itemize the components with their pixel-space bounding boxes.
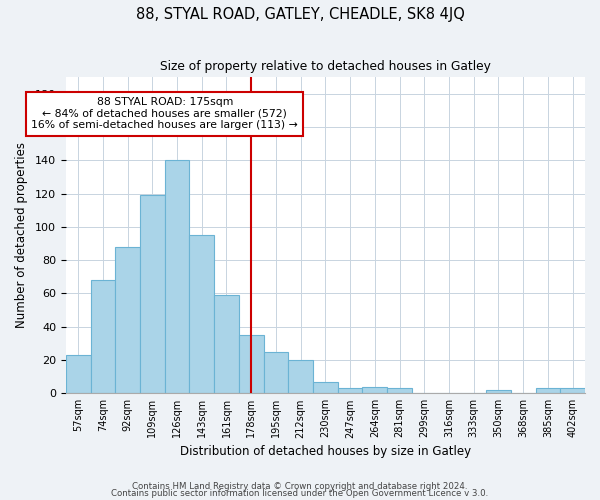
- Title: Size of property relative to detached houses in Gatley: Size of property relative to detached ho…: [160, 60, 491, 73]
- Bar: [338, 388, 362, 394]
- Text: Contains HM Land Registry data © Crown copyright and database right 2024.: Contains HM Land Registry data © Crown c…: [132, 482, 468, 491]
- Bar: [66, 355, 91, 394]
- Text: 88 STYAL ROAD: 175sqm
← 84% of detached houses are smaller (572)
16% of semi-det: 88 STYAL ROAD: 175sqm ← 84% of detached …: [31, 97, 298, 130]
- Text: Contains public sector information licensed under the Open Government Licence v : Contains public sector information licen…: [112, 490, 488, 498]
- Bar: [164, 160, 190, 394]
- Bar: [486, 390, 511, 394]
- Bar: [115, 247, 140, 394]
- Bar: [313, 382, 338, 394]
- Bar: [536, 388, 560, 394]
- Bar: [289, 360, 313, 394]
- Bar: [140, 195, 164, 394]
- Text: 88, STYAL ROAD, GATLEY, CHEADLE, SK8 4JQ: 88, STYAL ROAD, GATLEY, CHEADLE, SK8 4JQ: [136, 8, 464, 22]
- Bar: [190, 235, 214, 394]
- Bar: [239, 335, 263, 394]
- Bar: [560, 388, 585, 394]
- Bar: [91, 280, 115, 394]
- Bar: [214, 295, 239, 394]
- Bar: [387, 388, 412, 394]
- Bar: [263, 352, 289, 394]
- Bar: [362, 386, 387, 394]
- X-axis label: Distribution of detached houses by size in Gatley: Distribution of detached houses by size …: [180, 444, 471, 458]
- Y-axis label: Number of detached properties: Number of detached properties: [15, 142, 28, 328]
